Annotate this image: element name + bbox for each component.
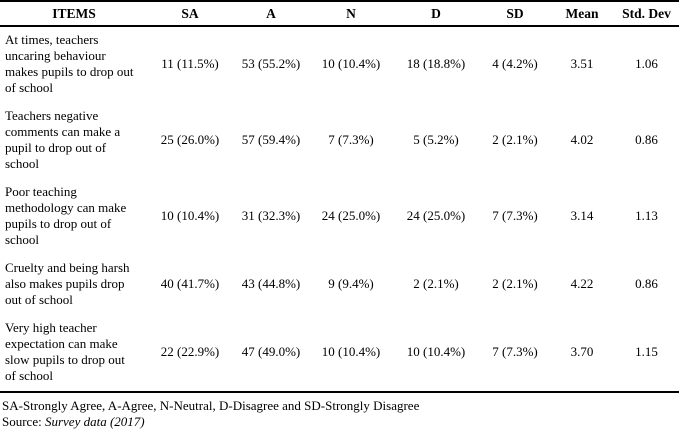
n-cell: 24 (25.0%) <box>321 208 381 223</box>
table-footnotes: SA-Strongly Agree, A-Agree, N-Neutral, D… <box>2 398 679 430</box>
sd-cell: 4 (4.2%) <box>492 56 538 71</box>
stddev-cell: 1.13 <box>635 208 658 223</box>
table-row: Very high teacher expectation can make s… <box>0 315 679 392</box>
d-cell: 10 (10.4%) <box>406 344 466 359</box>
sd-cell: 2 (2.1%) <box>492 276 538 291</box>
stddev-cell: 0.86 <box>635 132 658 147</box>
d-cell: 18 (18.8%) <box>406 56 466 71</box>
a-cell: 47 (49.0%) <box>241 344 301 359</box>
mean-cell: 3.70 <box>570 344 594 359</box>
item-cell: At times, teachers uncaring behaviour ma… <box>5 32 134 95</box>
mean-cell: 3.14 <box>570 208 594 223</box>
a-cell: 57 (59.4%) <box>241 132 301 147</box>
sd-cell: 7 (7.3%) <box>492 344 538 359</box>
stddev-cell: 1.15 <box>635 344 658 359</box>
item-cell: Teachers negative comments can make a pu… <box>5 108 121 171</box>
col-header-items: ITEMS <box>0 1 148 27</box>
mean-cell: 4.22 <box>570 276 594 291</box>
n-cell: 7 (7.3%) <box>328 132 374 147</box>
col-header-mean: Mean <box>550 1 614 27</box>
a-cell: 31 (32.3%) <box>241 208 301 223</box>
col-header-d: D <box>392 1 480 27</box>
item-cell: Very high teacher expectation can make s… <box>5 320 125 383</box>
sa-cell: 11 (11.5%) <box>161 56 219 71</box>
source-note: Source: Survey data (2017) <box>2 414 679 430</box>
col-header-sd: SD <box>480 1 550 27</box>
abbreviation-legend: SA-Strongly Agree, A-Agree, N-Neutral, D… <box>2 398 420 413</box>
stddev-cell: 0.86 <box>635 276 658 291</box>
col-header-sa: SA <box>148 1 232 27</box>
source-label: Source: <box>2 414 45 429</box>
n-cell: 10 (10.4%) <box>321 344 381 359</box>
sd-cell: 2 (2.1%) <box>492 132 538 147</box>
n-cell: 10 (10.4%) <box>321 56 381 71</box>
d-cell: 2 (2.1%) <box>413 276 459 291</box>
sa-cell: 22 (22.9%) <box>160 344 220 359</box>
col-header-a: A <box>232 1 310 27</box>
table-body: At times, teachers uncaring behaviour ma… <box>0 26 679 392</box>
sa-cell: 25 (26.0%) <box>160 132 220 147</box>
d-cell: 24 (25.0%) <box>406 208 466 223</box>
n-cell: 9 (9.4%) <box>328 276 374 291</box>
table-row: At times, teachers uncaring behaviour ma… <box>0 26 679 103</box>
header-row: ITEMS SA A N D SD Mean Std. Dev <box>0 1 679 27</box>
source-value: Survey data (2017) <box>44 414 145 429</box>
table-row: Cruelty and being harsh also makes pupil… <box>0 255 679 315</box>
sd-cell: 7 (7.3%) <box>492 208 538 223</box>
col-header-stddev: Std. Dev <box>614 1 679 27</box>
mean-cell: 4.02 <box>570 132 594 147</box>
col-header-n: N <box>310 1 392 27</box>
stddev-cell: 1.06 <box>635 56 658 71</box>
table-row: Poor teaching methodology can make pupil… <box>0 179 679 255</box>
survey-results-table: ITEMS SA A N D SD Mean Std. Dev At times… <box>0 0 679 393</box>
sa-cell: 40 (41.7%) <box>160 276 220 291</box>
item-cell: Poor teaching methodology can make pupil… <box>5 184 127 247</box>
a-cell: 43 (44.8%) <box>241 276 301 291</box>
a-cell: 53 (55.2%) <box>241 56 301 71</box>
table-row: Teachers negative comments can make a pu… <box>0 103 679 179</box>
sa-cell: 10 (10.4%) <box>160 208 220 223</box>
item-cell: Cruelty and being harsh also makes pupil… <box>5 260 130 307</box>
d-cell: 5 (5.2%) <box>413 132 459 147</box>
mean-cell: 3.51 <box>570 56 594 71</box>
